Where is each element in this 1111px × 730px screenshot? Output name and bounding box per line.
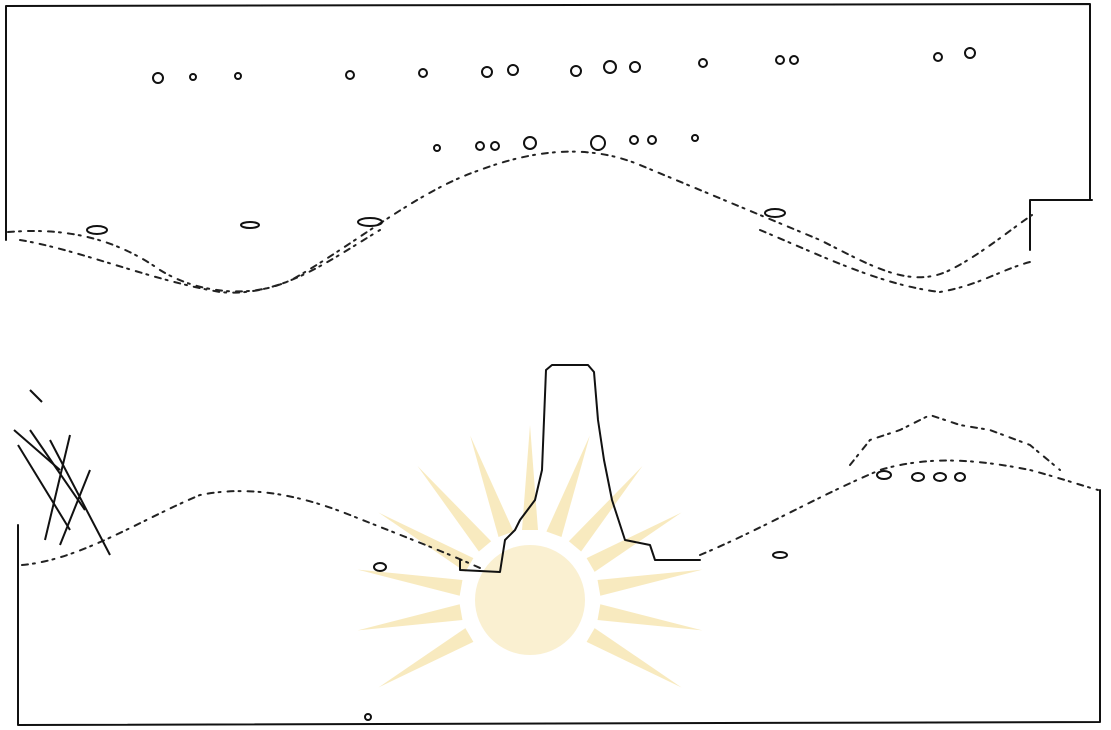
watermark-core: [475, 545, 585, 655]
